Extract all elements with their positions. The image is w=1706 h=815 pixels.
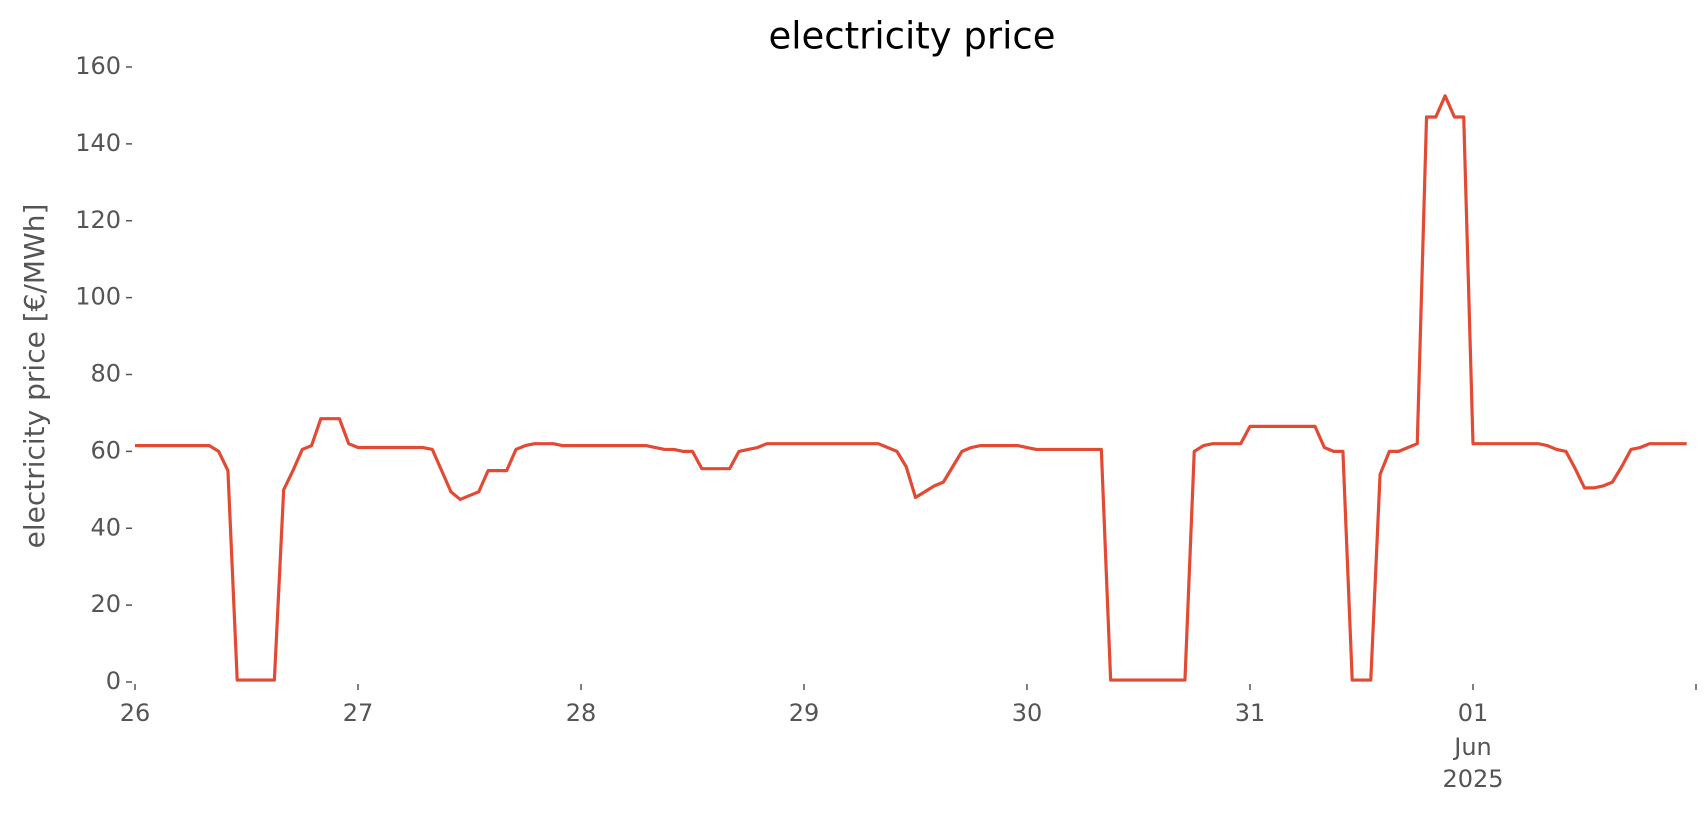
y-tick-label: 80: [90, 360, 121, 388]
x-tick-label: 30: [1012, 699, 1043, 727]
x-tick-label: 29: [789, 699, 820, 727]
y-tick-label: 0: [106, 667, 121, 695]
y-tick-label: 40: [90, 513, 121, 541]
y-tick-label: 120: [75, 206, 121, 234]
y-tick-label: 160: [75, 52, 121, 80]
chart-title: electricity price: [768, 15, 1055, 58]
x-tick-label: 28: [566, 699, 597, 727]
x-tick-sublabel: Jun: [1452, 733, 1492, 761]
x-tick-label: 26: [120, 699, 151, 727]
y-tick-label: 140: [75, 129, 121, 157]
x-tick-label: 27: [343, 699, 374, 727]
x-tick-sublabel: 2025: [1442, 765, 1503, 793]
x-tick-label: 01: [1458, 699, 1489, 727]
x-tick-label: 31: [1235, 699, 1266, 727]
y-tick-label: 100: [75, 283, 121, 311]
y-tick-label: 20: [90, 590, 121, 618]
y-tick-label: 60: [90, 436, 121, 464]
price-line: [135, 94, 1687, 682]
y-axis-label: electricity price [€/MWh]: [18, 204, 51, 549]
